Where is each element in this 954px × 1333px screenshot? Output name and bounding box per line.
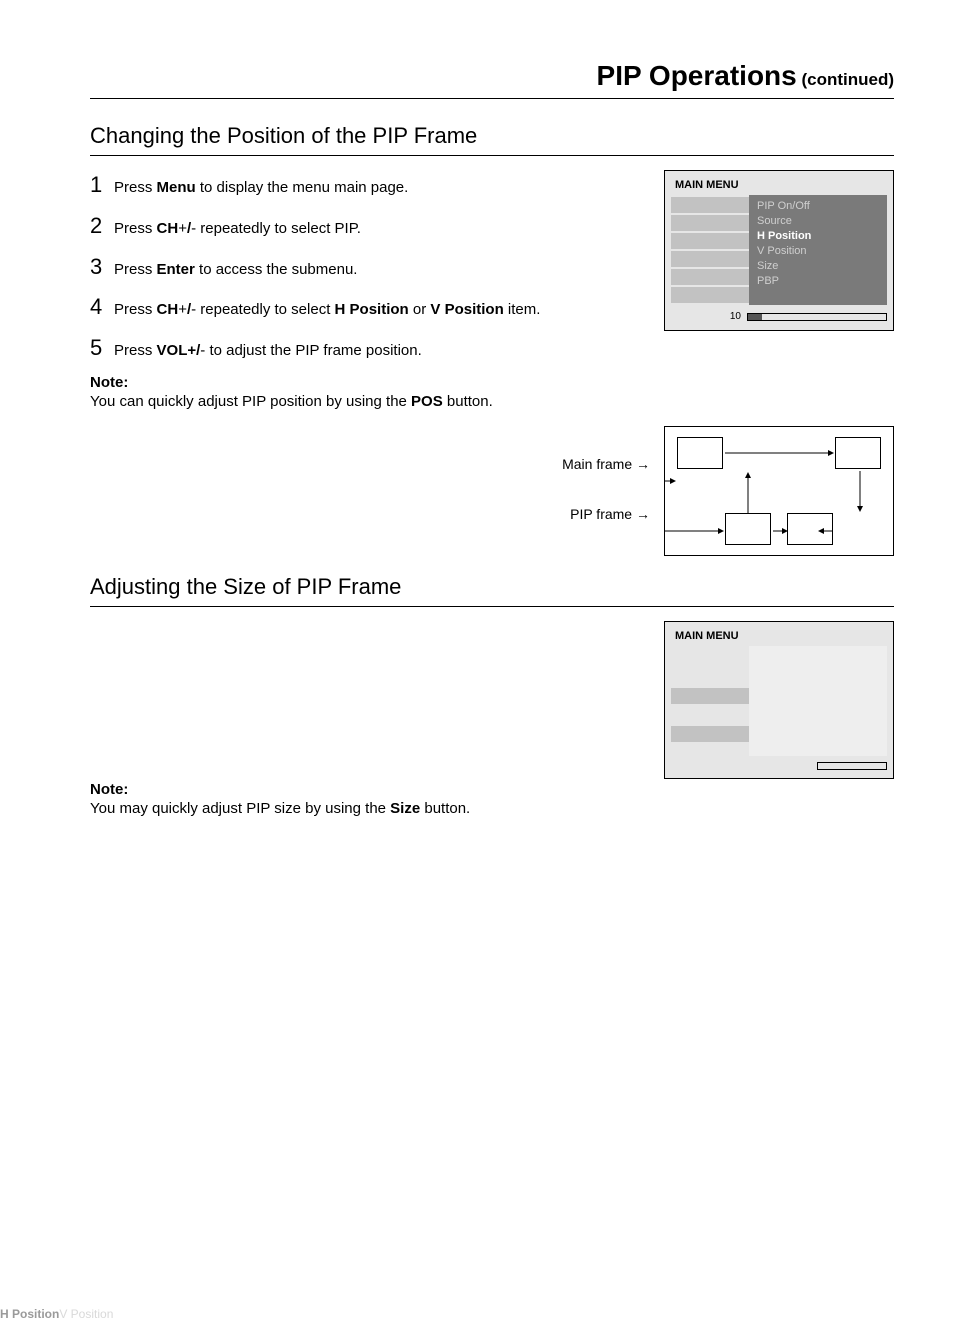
- page-header: PIP Operations (continued): [90, 60, 894, 99]
- step-num: 5: [90, 333, 114, 364]
- section1-note-text: You can quickly adjust PIP position by u…: [90, 391, 634, 412]
- step-num: 4: [90, 292, 114, 323]
- step-4: 4 Press CH+/- repeatedly to select H Pos…: [90, 292, 634, 323]
- osd-left-row: [671, 688, 749, 704]
- section1-steps: 1 Press Menu to display the menu main pa…: [90, 170, 634, 412]
- osd-right-column: PIP On/Off Source H Position V Position …: [749, 195, 887, 305]
- osd-slider: 10: [671, 311, 887, 322]
- osd-left-column: [671, 195, 749, 305]
- osd-item-piponoff: PIP On/Off: [757, 199, 879, 214]
- step-3: 3 Press Enter to access the submenu.: [90, 252, 634, 283]
- osd-item-hposition: H Position: [757, 229, 879, 244]
- osd-slider-value: 10: [730, 311, 741, 322]
- step-1: 1 Press Menu to display the menu main pa…: [90, 170, 634, 201]
- section1-note-label: Note:: [90, 374, 634, 391]
- step-text: Press Menu to display the menu main page…: [114, 177, 408, 198]
- footer-bold: H Position: [0, 1307, 59, 1321]
- osd-left-row: [671, 269, 749, 285]
- pip-frame-label: PIP frame →: [562, 506, 650, 522]
- osd-slider-track: [747, 313, 887, 321]
- osd-panel-position: MAIN MENU PIP On/Off Source H Position: [664, 170, 894, 331]
- step-5: 5 Press VOL+/- to adjust the PIP frame p…: [90, 333, 634, 364]
- osd-title: MAIN MENU: [675, 179, 887, 191]
- osd-slider-fill: [748, 314, 762, 320]
- osd-left-row: [671, 233, 749, 249]
- osd-item-source: Source: [757, 214, 879, 229]
- osd-slider: [671, 762, 887, 770]
- step-text: Press Enter to access the submenu.: [114, 259, 357, 280]
- section1-heading: Changing the Position of the PIP Frame: [90, 123, 894, 156]
- footer-dim: V Position: [59, 1307, 113, 1321]
- osd-panel-size: MAIN MENU: [664, 621, 894, 779]
- diagram-arrows: [665, 427, 895, 557]
- osd-item-size: Size: [757, 259, 879, 274]
- osd-left-row: [671, 197, 749, 213]
- osd-left-row: [671, 726, 749, 742]
- step-num: 1: [90, 170, 114, 201]
- frame-diagram-block: Main frame → PIP frame →: [90, 426, 894, 556]
- osd-item-pbp: PBP: [757, 274, 879, 289]
- osd-left-row: [671, 215, 749, 231]
- osd-item-vposition: V Position: [757, 244, 879, 259]
- step-2: 2 Press CH+/- repeatedly to select PIP.: [90, 211, 634, 242]
- diagram-labels: Main frame → PIP frame →: [562, 456, 650, 556]
- footer-text: H PositionV Position: [0, 1307, 113, 1321]
- header-title: PIP Operations: [597, 60, 797, 91]
- step-num: 3: [90, 252, 114, 283]
- osd-slider-track: [817, 762, 887, 770]
- osd-right-column-blank: [749, 646, 887, 756]
- step-text: Press CH+/- repeatedly to select PIP.: [114, 218, 361, 239]
- step-text: Press CH+/- repeatedly to select H Posit…: [114, 299, 540, 320]
- section2-steps: Note: You may quickly adjust PIP size by…: [90, 621, 634, 819]
- section2-note-text: You may quickly adjust PIP size by using…: [90, 798, 634, 819]
- step-num: 2: [90, 211, 114, 242]
- main-frame-label: Main frame →: [562, 456, 650, 472]
- step-text: Press VOL+/- to adjust the PIP frame pos…: [114, 340, 422, 361]
- section2-heading: Adjusting the Size of PIP Frame: [90, 574, 894, 607]
- osd-title: MAIN MENU: [675, 630, 887, 642]
- osd-left-column: [671, 646, 749, 756]
- section2-note-label: Note:: [90, 781, 634, 798]
- header-continued: (continued): [797, 70, 894, 89]
- frame-diagram: [664, 426, 894, 556]
- osd-left-row: [671, 251, 749, 267]
- osd-left-row: [671, 287, 749, 303]
